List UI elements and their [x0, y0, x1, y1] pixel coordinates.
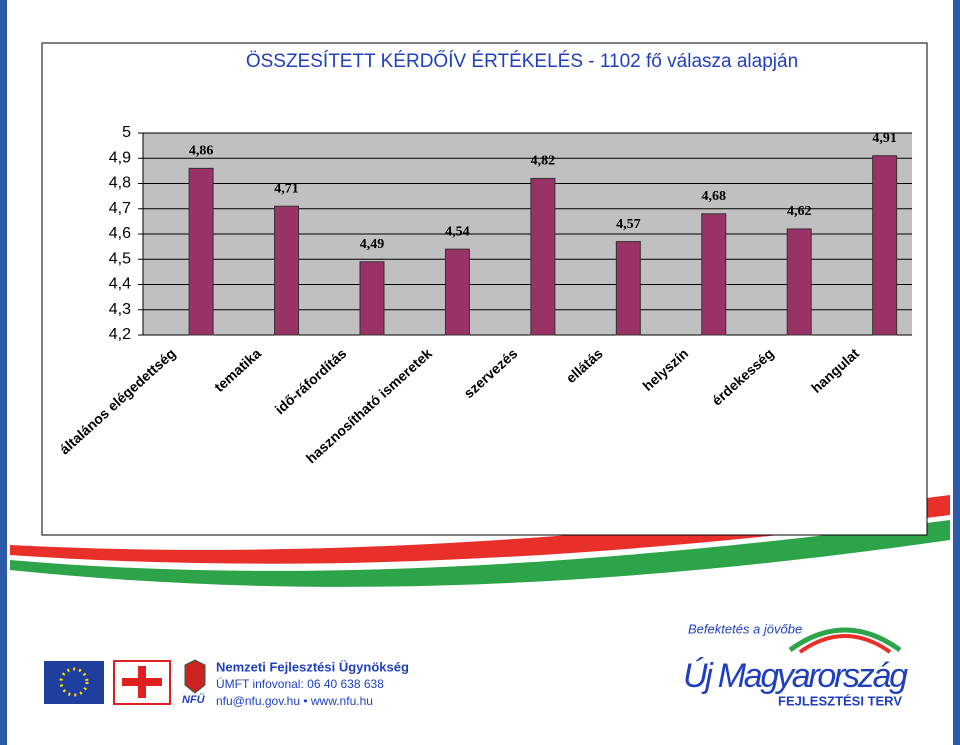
value-label: 4,91: [872, 131, 897, 146]
value-label: 4,82: [531, 154, 556, 169]
arch-red: [798, 634, 892, 654]
y-tick-label: 4,8: [109, 175, 131, 192]
y-tick-label: 4,4: [109, 276, 131, 293]
y-tick-label: 5: [122, 124, 131, 141]
eu-stars: [59, 667, 89, 697]
eu-flag: [44, 661, 104, 704]
right-border: [953, 0, 960, 745]
value-label: 4,54: [445, 224, 470, 239]
green-ribbon: [10, 520, 950, 587]
agency-name: Nemzeti Fejlesztési Ügynökség: [216, 659, 409, 674]
slogan: Befektetés a jövőbe: [688, 621, 802, 636]
y-tick-label: 4,5: [109, 250, 131, 267]
bar: [274, 205, 300, 336]
left-border: [0, 0, 7, 745]
bar: [872, 155, 898, 336]
agency-contact: nfu@nfu.gov.hu • www.nfu.hu: [216, 694, 373, 708]
value-label: 4,49: [360, 237, 385, 252]
nfu-acronym: NFÜ: [182, 693, 206, 706]
bar: [701, 213, 727, 336]
chart-title: ÖSSZESÍTETT KÉRDŐÍV ÉRTÉKELÉS - 1102 fő …: [246, 50, 798, 72]
y-tick-label: 4,9: [109, 149, 131, 166]
value-label: 4,57: [616, 217, 641, 232]
y-tick-label: 4,2: [109, 326, 131, 343]
plan: FEJLESZTÉSI TERV: [778, 693, 902, 708]
bar: [359, 261, 385, 336]
bar: [786, 228, 812, 336]
y-tick-label: 4,3: [109, 301, 131, 318]
bar: [615, 241, 641, 336]
brand: Új Magyarország: [683, 657, 908, 695]
value-label: 4,86: [189, 144, 214, 159]
nfu-crest: [184, 659, 206, 694]
value-label: 4,68: [702, 189, 727, 204]
value-label: 4,71: [274, 181, 299, 196]
arch-green: [788, 627, 902, 653]
y-tick-label: 4,7: [109, 200, 131, 217]
y-tick-label: 4,6: [109, 225, 131, 242]
umft-cross: [122, 666, 162, 698]
bar: [444, 248, 470, 336]
value-label: 4,62: [787, 204, 812, 219]
bar: [188, 167, 214, 336]
bar: [530, 177, 556, 336]
agency-phone: ÚMFT infovonal: 06 40 638 638: [216, 676, 384, 691]
